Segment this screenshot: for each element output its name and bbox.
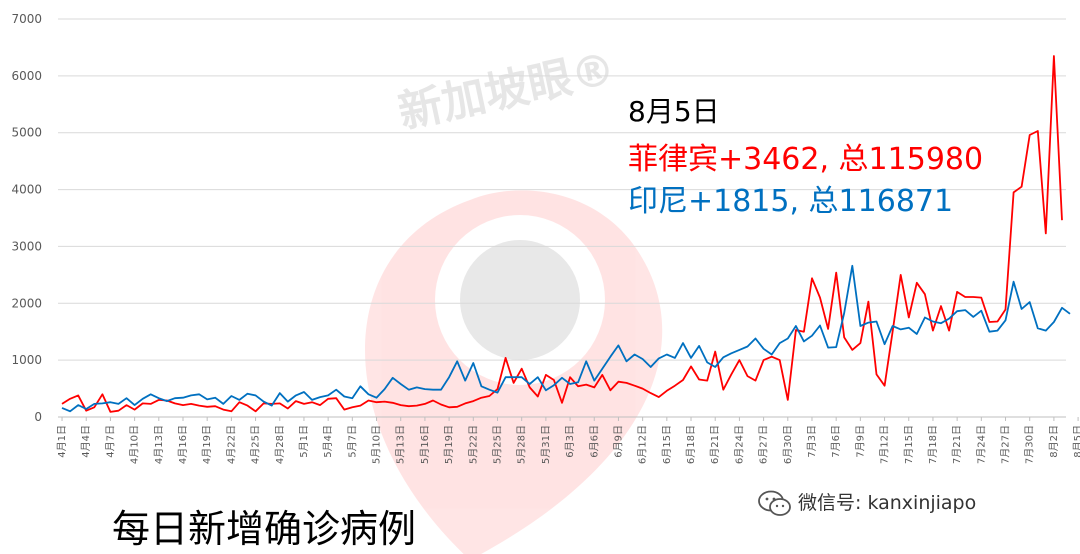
x-tick-label: 7月18日 (927, 425, 939, 464)
x-tick-label: 4月1日 (56, 425, 68, 458)
x-tick-label: 4月10日 (129, 425, 141, 464)
annotation-date: 8月5日 (628, 95, 720, 128)
x-tick-label: 7月6日 (830, 425, 842, 458)
x-tick-label: 5月4日 (322, 425, 334, 458)
x-tick-label: 6月12日 (637, 425, 649, 464)
y-tick-label: 7000 (11, 12, 42, 26)
x-tick-label: 5月19日 (443, 425, 455, 464)
annotation-philippines: 菲律宾+3462, 总115980 (628, 142, 984, 177)
y-tick-label: 2000 (11, 296, 42, 310)
x-axis: 4月1日 4月4日 4月7日 4月10日 4月13日 4月16日 4月19日 4月22日 4月2… (56, 417, 1080, 464)
x-tick-label: 7月15日 (903, 425, 915, 464)
x-tick-label: 5月25日 (491, 425, 503, 464)
x-tick-label: 5月31日 (540, 425, 552, 464)
grid-lines (58, 18, 1066, 418)
series-lines (61, 55, 1071, 413)
x-tick-label: 6月24日 (733, 425, 745, 464)
x-tick-label: 5月28日 (516, 425, 528, 464)
y-tick-label: 3000 (11, 239, 42, 253)
logo-watermark: 新加坡眼® (365, 43, 663, 554)
logo-text: 新加坡眼® (394, 43, 620, 139)
series-line-印尼 (61, 264, 1071, 413)
x-tick-label: 7月12日 (879, 425, 891, 464)
x-tick-label: 6月18日 (685, 425, 697, 464)
x-tick-label: 4月7日 (104, 425, 116, 458)
x-tick-label: 7月24日 (975, 425, 987, 464)
x-tick-label: 7月30日 (1024, 425, 1036, 464)
x-tick-label: 7月27日 (1000, 425, 1012, 464)
y-tick-label: 4000 (11, 183, 42, 197)
x-tick-label: 4月28日 (274, 425, 286, 464)
x-tick-label: 6月30日 (782, 425, 794, 464)
wechat-watermark: 微信号: kanxinjiapo (758, 488, 976, 518)
annotation-indonesia: 印尼+1815, 总116871 (628, 184, 954, 219)
x-tick-label: 7月21日 (951, 425, 963, 464)
x-tick-label: 6月27日 (758, 425, 770, 464)
x-tick-label: 4月13日 (153, 425, 165, 464)
x-tick-label: 6月21日 (709, 425, 721, 464)
x-tick-label: 5月1日 (298, 425, 310, 458)
y-axis: 0 1000 2000 3000 4000 5000 6000 7000 (11, 12, 42, 424)
x-tick-label: 5月16日 (419, 425, 431, 464)
x-tick-label: 7月3日 (806, 425, 818, 458)
x-tick-label: 8月5日 (1072, 425, 1080, 458)
x-tick-label: 5月10日 (371, 425, 383, 464)
logo-inner-circle (435, 215, 605, 385)
x-tick-label: 4月25日 (250, 425, 262, 464)
x-tick-label: 6月15日 (661, 425, 673, 464)
y-tick-label: 0 (34, 410, 42, 424)
wechat-icon (758, 490, 791, 516)
x-tick-label: 4月22日 (225, 425, 237, 464)
watermark-text: 微信号: kanxinjiapo (798, 492, 977, 514)
chart-title: 每日新增确诊病例 (112, 507, 417, 551)
x-tick-label: 6月6日 (588, 425, 600, 458)
x-tick-label: 5月22日 (467, 425, 479, 464)
x-tick-label: 8月2日 (1048, 425, 1060, 458)
x-tick-label: 4月4日 (80, 425, 92, 458)
series-line-菲律宾 (61, 55, 1063, 413)
x-tick-label: 4月19日 (201, 425, 213, 464)
x-tick-label: 5月7日 (346, 425, 358, 458)
x-tick-label: 5月13日 (395, 425, 407, 464)
x-tick-label: 6月9日 (612, 425, 624, 458)
logo-pin-shape (365, 190, 663, 554)
x-tick-label: 6月3日 (564, 425, 576, 458)
x-tick-label: 4月16日 (177, 425, 189, 464)
y-tick-label: 6000 (11, 69, 42, 83)
x-tick-label: 7月9日 (854, 425, 866, 458)
y-tick-label: 1000 (11, 353, 42, 367)
logo-q-circle (460, 240, 580, 360)
y-tick-label: 5000 (11, 126, 42, 140)
